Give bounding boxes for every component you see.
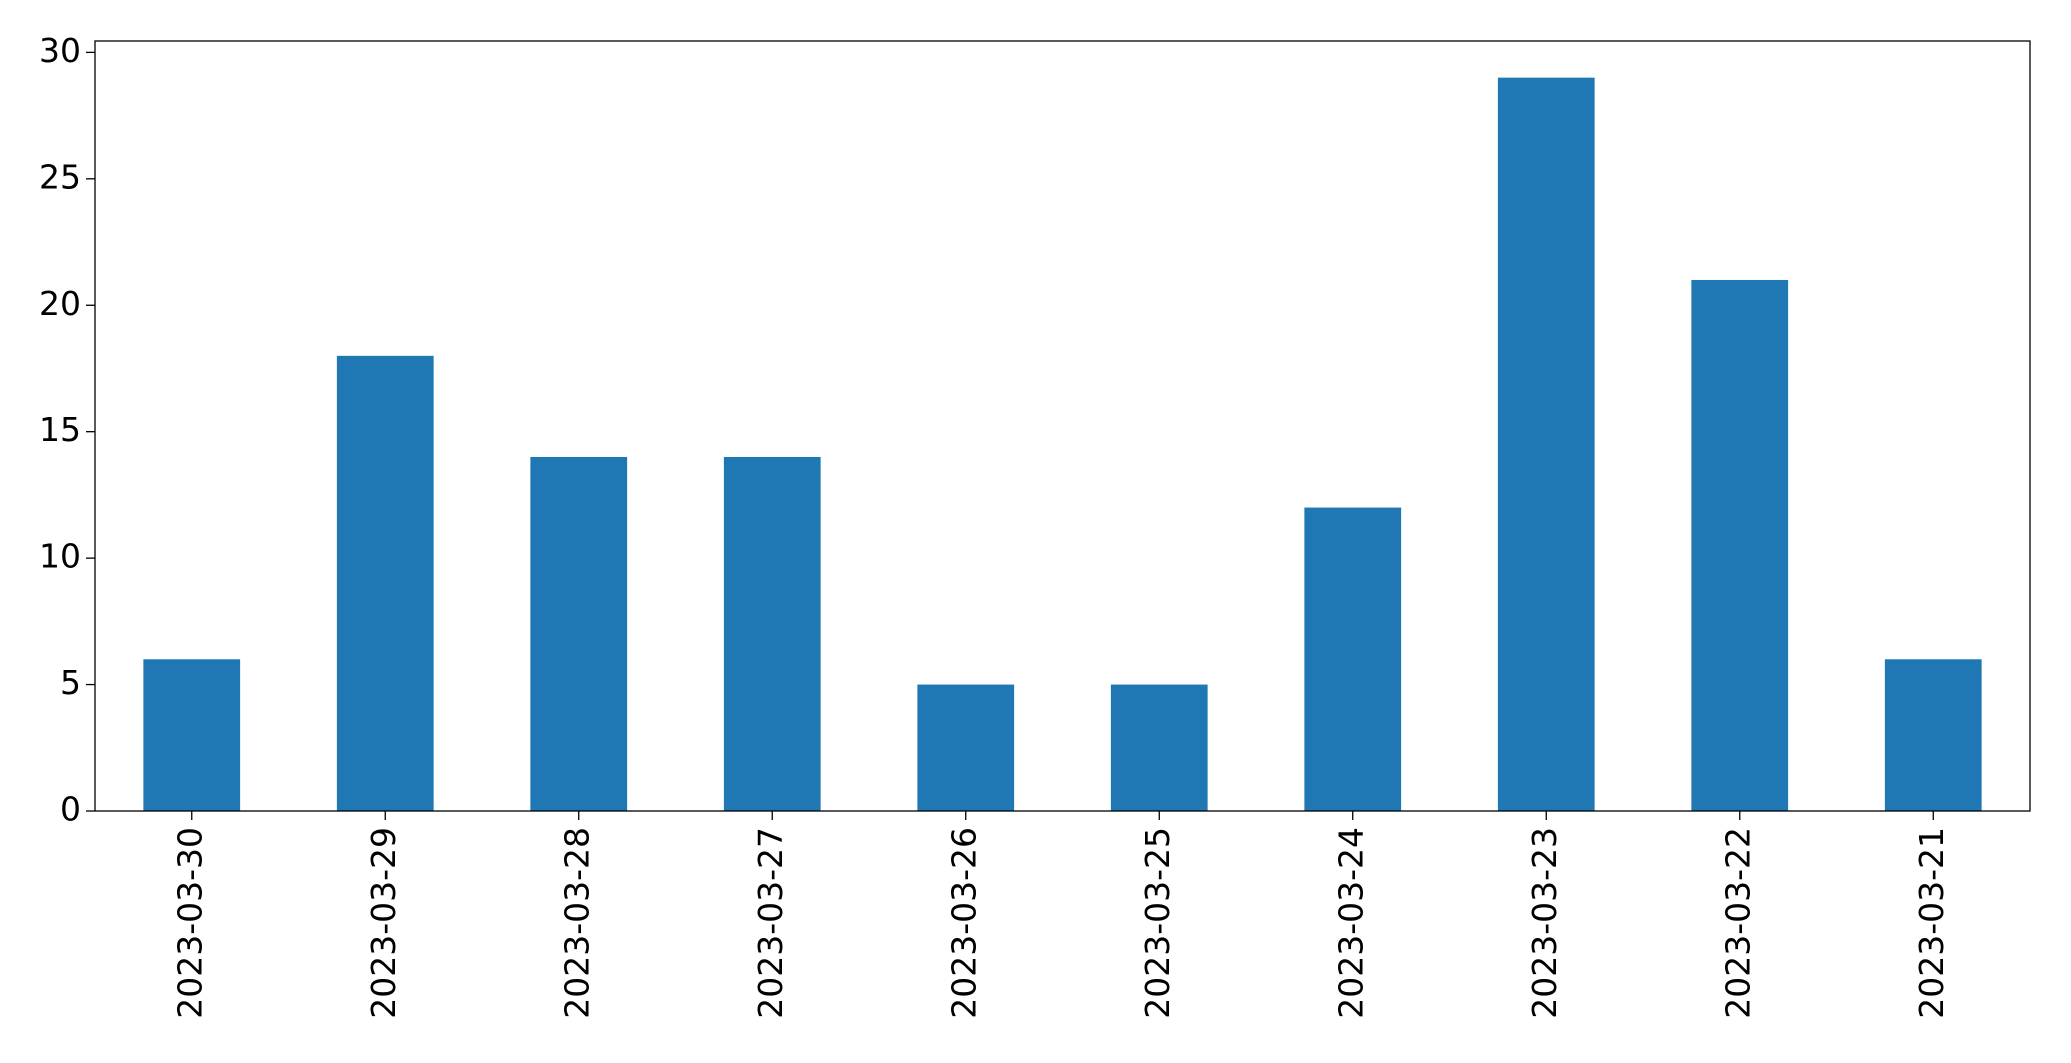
bar: [1304, 507, 1402, 811]
y-tick-label: 20: [39, 284, 81, 323]
bar: [143, 659, 241, 811]
axes-frame: [94, 40, 2031, 812]
x-tick-label: 2023-03-30: [170, 827, 209, 1019]
bar: [1691, 279, 1789, 811]
x-tick-label: 2023-03-23: [1525, 827, 1564, 1019]
bar: [1110, 684, 1208, 811]
y-tick-label: 10: [39, 537, 81, 576]
bar: [1884, 659, 1982, 811]
bar: [336, 355, 434, 811]
x-tick-label: 2023-03-26: [944, 827, 983, 1019]
bar: [723, 456, 821, 811]
x-tick-label: 2023-03-28: [557, 827, 596, 1019]
x-tick-label: 2023-03-29: [364, 827, 403, 1019]
y-tick-label: 30: [39, 31, 81, 70]
y-tick-label: 25: [39, 157, 81, 196]
y-tick-label: 5: [60, 663, 81, 702]
x-tick-label: 2023-03-25: [1138, 827, 1177, 1019]
x-tick-label: 2023-03-21: [1912, 827, 1951, 1019]
x-tick-label: 2023-03-24: [1331, 827, 1370, 1019]
y-tick-label: 15: [39, 410, 81, 449]
bar: [530, 456, 628, 811]
x-tick-label: 2023-03-22: [1718, 827, 1757, 1019]
x-tick-label: 2023-03-27: [751, 827, 790, 1019]
y-tick-label: 0: [60, 790, 81, 829]
bar: [917, 684, 1015, 811]
bar: [1497, 77, 1595, 811]
